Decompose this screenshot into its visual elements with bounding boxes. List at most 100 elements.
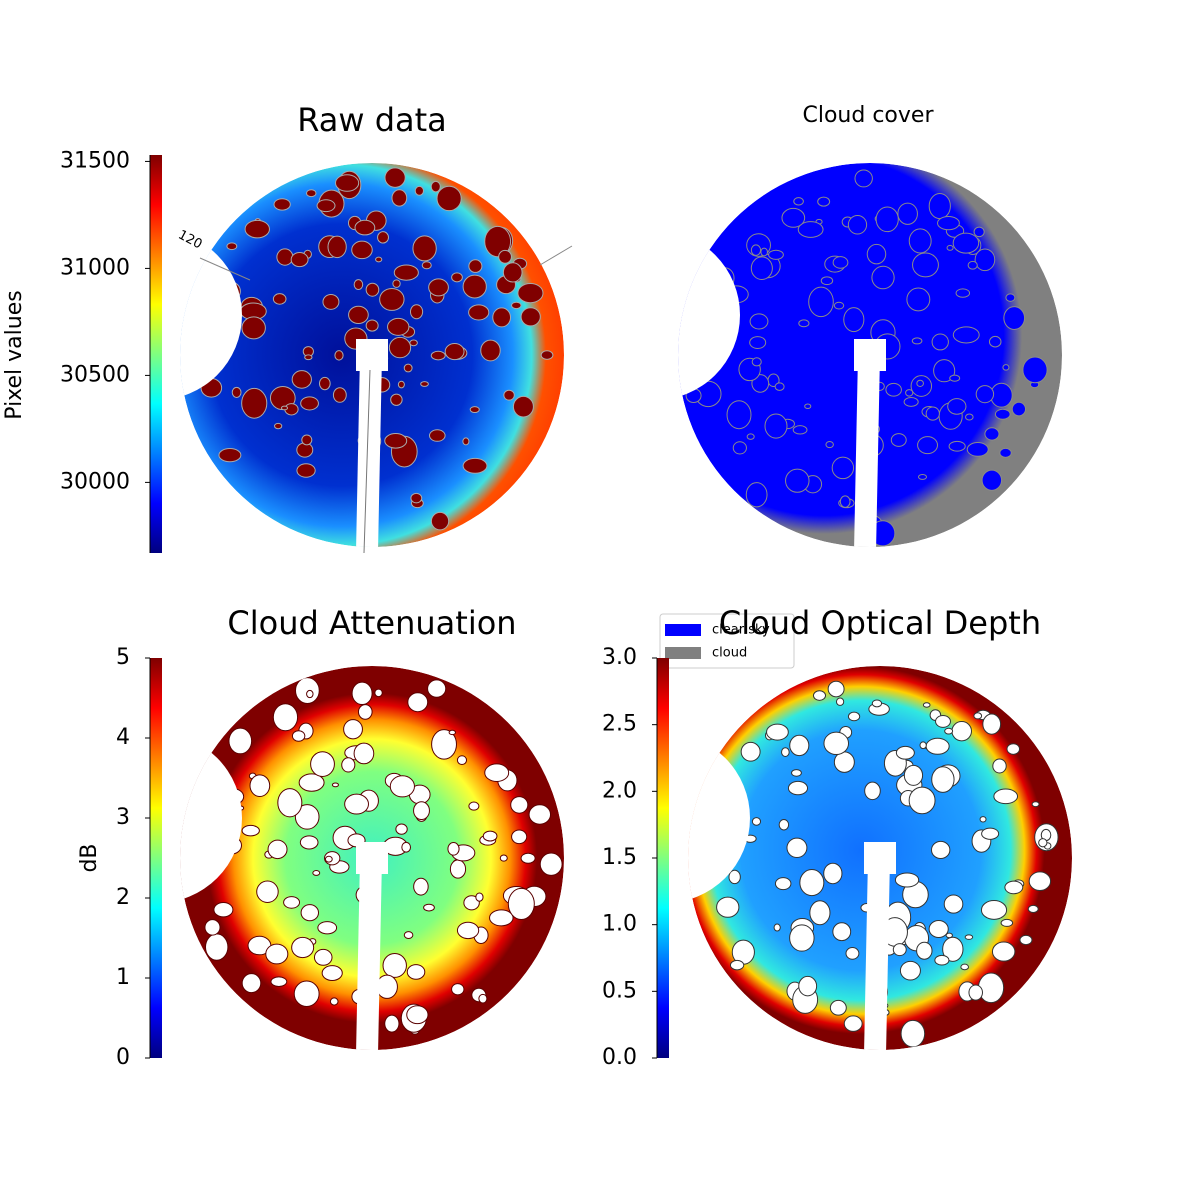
panel-title: Cloud Attenuation (227, 604, 516, 642)
arm-mask (854, 355, 880, 547)
cloud-patch (277, 788, 303, 818)
cloud-patch (1031, 801, 1040, 808)
cloud-patch (384, 1014, 400, 1033)
cloud-patch (903, 397, 919, 407)
colorbar-tick-label: 5 (116, 645, 130, 670)
cloud-patch (462, 437, 470, 446)
cloud-patch (991, 941, 1016, 962)
cloud-patch (428, 429, 446, 442)
cloud-patch (244, 219, 270, 239)
cloud-patch (993, 788, 1019, 805)
colorbar-tick-label: 30000 (60, 469, 130, 494)
cloud-patch (449, 859, 467, 879)
cloud-patch (1028, 871, 1052, 891)
cloud-patch (306, 189, 317, 198)
cloud-patch (750, 256, 773, 280)
horizon-notch (678, 230, 740, 400)
cloud-patch (375, 256, 383, 263)
cloud-patch (955, 288, 971, 298)
cloud-patch (894, 872, 920, 888)
cloud-patch (931, 840, 951, 860)
arm-mask (864, 858, 890, 1050)
cloud-patch (390, 393, 403, 406)
cloud-patch (463, 895, 480, 911)
cloud-patch (864, 781, 881, 801)
cloud-patch (992, 758, 1007, 774)
cloud-patch (931, 766, 955, 793)
cloud-patch (391, 189, 408, 207)
cloud-patch (280, 405, 289, 411)
legend-label: clear sky (712, 623, 770, 638)
cloud-patch (428, 278, 449, 297)
cloud-patch (817, 196, 831, 207)
cloud-patch (272, 703, 299, 732)
cloud-patch (451, 272, 463, 283)
cloud-patch (226, 242, 238, 251)
cloud-patch (447, 842, 460, 856)
cloud-patch (478, 993, 488, 1004)
colorbar-tick-label: 1.0 (602, 912, 637, 937)
cloud-patch (241, 316, 266, 340)
cloud-patch (468, 801, 480, 811)
cloud-patch (789, 734, 810, 757)
legend-label: cloud (712, 646, 747, 661)
cloud-patch (353, 279, 364, 291)
cloud-patch (843, 307, 865, 333)
colorbar-label: dB (77, 843, 102, 872)
cloud-patch (407, 692, 429, 713)
cloud-patch (798, 975, 818, 997)
cloud-patch (456, 755, 468, 766)
cloud-patch (960, 963, 969, 971)
cloud-patch (906, 287, 931, 312)
cloud-patch (387, 317, 410, 336)
cloud-patch (843, 1015, 863, 1032)
cloud-patch (1003, 306, 1026, 330)
cloud-patch (949, 374, 961, 382)
colorbar-tick-label: 30500 (60, 362, 130, 387)
colorbar-tick-label: 2.0 (602, 778, 637, 803)
cloud-patch (540, 350, 554, 360)
cloud-patch (866, 243, 887, 265)
cloud-patch (327, 235, 347, 259)
cloud-patch (871, 699, 883, 708)
cloud-patch (388, 336, 412, 359)
colorbar-tick-label: 4 (116, 725, 130, 750)
cloud-patch (832, 922, 852, 942)
cloud-patch (745, 482, 768, 508)
cloud-patch (343, 719, 363, 740)
cloud-patch (905, 389, 914, 397)
cloud-patch (751, 817, 762, 826)
cloud-patch (890, 433, 907, 447)
cloud-patch (774, 382, 785, 391)
cloud-patch (831, 456, 855, 480)
cloud-patch (854, 169, 873, 188)
cloud-patch (903, 764, 924, 786)
cloud-patch (204, 933, 229, 961)
cloud-patch (423, 903, 435, 912)
cloud-patch (484, 225, 512, 258)
cloud-patch (804, 403, 812, 410)
cloud-patch (922, 702, 931, 708)
cloud-patch (895, 745, 915, 760)
cloud-patch (937, 215, 960, 231)
cloud-patch (729, 959, 745, 971)
cloud-patch (916, 941, 933, 960)
cloud-patch (999, 447, 1012, 458)
cloud-patch (379, 287, 405, 311)
cloud-patch (928, 193, 951, 220)
cloud-patch (847, 214, 868, 235)
cloud-patch (480, 339, 501, 362)
cloud-patch (204, 919, 221, 936)
cloud-patch (427, 679, 447, 698)
cloud-patch (301, 434, 313, 446)
cloud-patch (403, 363, 413, 373)
cloud-patch (517, 282, 544, 304)
cloud-patch (332, 387, 347, 403)
cloud-patch (778, 819, 790, 831)
cloud-patch (475, 892, 484, 902)
cloud-patch (833, 301, 845, 310)
arm-mask (356, 355, 382, 547)
cloud-patch (916, 379, 924, 387)
colorbar-tick-label: 1.5 (602, 845, 637, 870)
